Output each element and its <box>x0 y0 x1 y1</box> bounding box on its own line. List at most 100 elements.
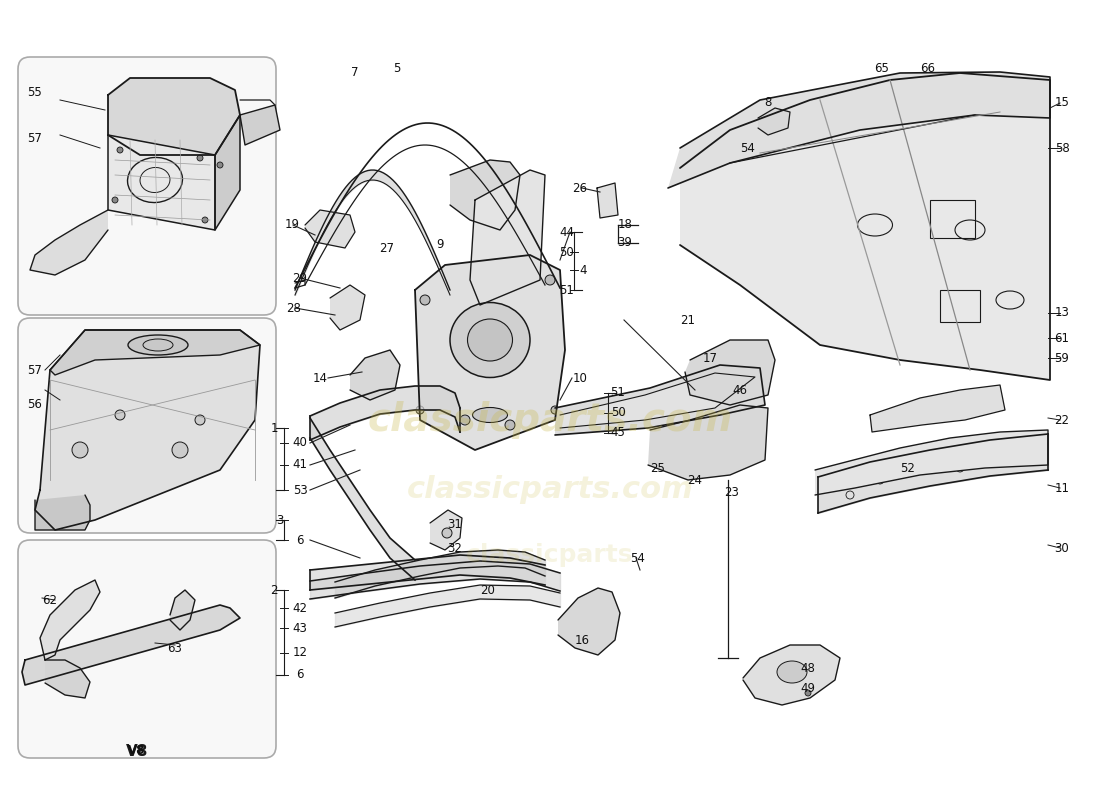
Text: 31: 31 <box>448 518 462 531</box>
Text: 51: 51 <box>610 386 626 399</box>
Text: 42: 42 <box>293 602 308 614</box>
Text: 1: 1 <box>271 422 277 434</box>
Text: 59: 59 <box>1055 351 1069 365</box>
Text: 2: 2 <box>271 583 277 597</box>
Text: 58: 58 <box>1055 142 1069 154</box>
Text: 61: 61 <box>1055 331 1069 345</box>
Text: 13: 13 <box>1055 306 1069 319</box>
Polygon shape <box>45 660 90 698</box>
Text: 6: 6 <box>296 534 304 546</box>
Text: 52: 52 <box>901 462 915 474</box>
Circle shape <box>172 442 188 458</box>
Ellipse shape <box>473 407 507 422</box>
Text: 12: 12 <box>293 646 308 659</box>
Text: 27: 27 <box>379 242 395 254</box>
Text: V8: V8 <box>129 743 145 757</box>
Polygon shape <box>815 430 1048 495</box>
Text: 56: 56 <box>28 398 43 411</box>
Polygon shape <box>450 160 520 230</box>
Text: 18: 18 <box>617 218 632 231</box>
Text: 19: 19 <box>285 218 299 231</box>
Text: 54: 54 <box>740 142 756 154</box>
Text: 7: 7 <box>351 66 359 79</box>
Circle shape <box>195 415 205 425</box>
Text: 50: 50 <box>560 246 574 258</box>
Text: 51: 51 <box>560 283 574 297</box>
Text: 4: 4 <box>580 263 586 277</box>
Polygon shape <box>240 105 280 145</box>
Text: 16: 16 <box>574 634 590 646</box>
Text: 54: 54 <box>630 551 646 565</box>
Text: 21: 21 <box>681 314 695 326</box>
Text: 32: 32 <box>448 542 462 554</box>
Text: 3: 3 <box>276 514 284 526</box>
Text: 41: 41 <box>293 458 308 471</box>
Polygon shape <box>742 645 840 705</box>
Circle shape <box>112 197 118 203</box>
Circle shape <box>197 155 204 161</box>
Text: 49: 49 <box>801 682 815 694</box>
Text: 15: 15 <box>1055 97 1069 110</box>
Circle shape <box>460 415 470 425</box>
Polygon shape <box>870 385 1005 432</box>
Bar <box>930 200 975 238</box>
Circle shape <box>202 217 208 223</box>
Text: 25: 25 <box>650 462 666 474</box>
Polygon shape <box>648 405 768 480</box>
Text: 40: 40 <box>293 437 307 450</box>
Text: 46: 46 <box>733 383 748 397</box>
Polygon shape <box>597 183 618 218</box>
Text: 43: 43 <box>293 622 307 634</box>
Text: V8: V8 <box>125 745 148 759</box>
Text: 9: 9 <box>437 238 443 251</box>
Polygon shape <box>758 108 790 135</box>
Polygon shape <box>35 330 260 530</box>
Polygon shape <box>108 135 214 230</box>
Circle shape <box>505 420 515 430</box>
Polygon shape <box>35 495 90 530</box>
Polygon shape <box>558 588 620 655</box>
Text: 48: 48 <box>801 662 815 674</box>
Text: 29: 29 <box>293 271 308 285</box>
Text: 26: 26 <box>572 182 587 194</box>
Text: 66: 66 <box>921 62 935 74</box>
Polygon shape <box>680 73 1050 380</box>
Text: 65: 65 <box>874 62 890 74</box>
Text: 22: 22 <box>1055 414 1069 426</box>
FancyBboxPatch shape <box>18 318 276 533</box>
Polygon shape <box>50 330 260 375</box>
Text: 39: 39 <box>617 237 632 250</box>
Text: 17: 17 <box>703 351 717 365</box>
Polygon shape <box>556 365 764 435</box>
Polygon shape <box>560 373 755 428</box>
Text: 28: 28 <box>287 302 301 314</box>
Text: 5: 5 <box>394 62 400 74</box>
Text: 57: 57 <box>28 131 43 145</box>
Circle shape <box>217 162 223 168</box>
Circle shape <box>805 690 811 696</box>
Text: 6: 6 <box>296 669 304 682</box>
Polygon shape <box>415 255 565 450</box>
Text: 11: 11 <box>1055 482 1069 494</box>
Polygon shape <box>108 78 240 155</box>
Text: 62: 62 <box>43 594 57 606</box>
Text: 53: 53 <box>293 483 307 497</box>
Polygon shape <box>22 605 240 685</box>
Text: classicparts.com: classicparts.com <box>407 475 693 505</box>
Circle shape <box>544 275 556 285</box>
Text: 45: 45 <box>610 426 626 439</box>
Polygon shape <box>170 590 195 630</box>
Text: 44: 44 <box>560 226 574 238</box>
Polygon shape <box>685 340 775 405</box>
Circle shape <box>116 410 125 420</box>
Polygon shape <box>214 115 240 230</box>
Ellipse shape <box>128 335 188 355</box>
Circle shape <box>117 147 123 153</box>
Polygon shape <box>330 285 365 330</box>
FancyBboxPatch shape <box>18 540 276 758</box>
Text: 23: 23 <box>725 486 739 499</box>
Bar <box>940 290 980 322</box>
Circle shape <box>442 528 452 538</box>
Polygon shape <box>350 350 400 400</box>
Circle shape <box>420 295 430 305</box>
